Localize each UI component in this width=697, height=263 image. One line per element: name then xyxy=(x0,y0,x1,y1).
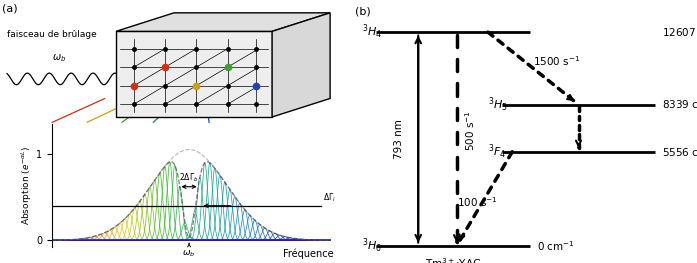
Text: (a): (a) xyxy=(1,4,17,14)
Polygon shape xyxy=(116,13,330,31)
Text: Fréquence: Fréquence xyxy=(283,248,334,259)
Text: faisceau de brûlage: faisceau de brûlage xyxy=(7,30,97,39)
Text: 8339 cm$^{-1}$: 8339 cm$^{-1}$ xyxy=(662,98,697,112)
Text: $2\Delta\Gamma_b$: $2\Delta\Gamma_b$ xyxy=(179,172,199,184)
Text: 100 s$^{-1}$: 100 s$^{-1}$ xyxy=(457,195,497,209)
Text: $^3F_4$: $^3F_4$ xyxy=(488,143,506,161)
Text: $\Delta\Gamma_i$: $\Delta\Gamma_i$ xyxy=(323,191,336,204)
Text: $^3H_6$: $^3H_6$ xyxy=(362,237,383,255)
Text: 12607 cm$^{-1}$: 12607 cm$^{-1}$ xyxy=(662,25,697,39)
Text: $^3H_4$: $^3H_4$ xyxy=(362,23,383,41)
Polygon shape xyxy=(272,13,330,117)
Text: Tm$^{3+}$:YAG: Tm$^{3+}$:YAG xyxy=(424,256,482,263)
Text: $\omega_b$: $\omega_b$ xyxy=(52,52,66,64)
Text: 5556 cm$^{-1}$: 5556 cm$^{-1}$ xyxy=(662,145,697,159)
Text: $\omega_b$: $\omega_b$ xyxy=(183,248,196,259)
Text: 500 s$^{-1}$: 500 s$^{-1}$ xyxy=(464,110,477,151)
Text: 793 nm: 793 nm xyxy=(395,119,404,159)
Text: 0 cm$^{-1}$: 0 cm$^{-1}$ xyxy=(537,239,574,253)
Y-axis label: Absorption ($e^{-\alpha L}$): Absorption ($e^{-\alpha L}$) xyxy=(20,146,33,225)
Text: (b): (b) xyxy=(355,7,372,17)
Text: $^3H_5$: $^3H_5$ xyxy=(488,95,508,114)
Text: 1500 s$^{-1}$: 1500 s$^{-1}$ xyxy=(533,54,581,68)
Polygon shape xyxy=(116,31,272,117)
